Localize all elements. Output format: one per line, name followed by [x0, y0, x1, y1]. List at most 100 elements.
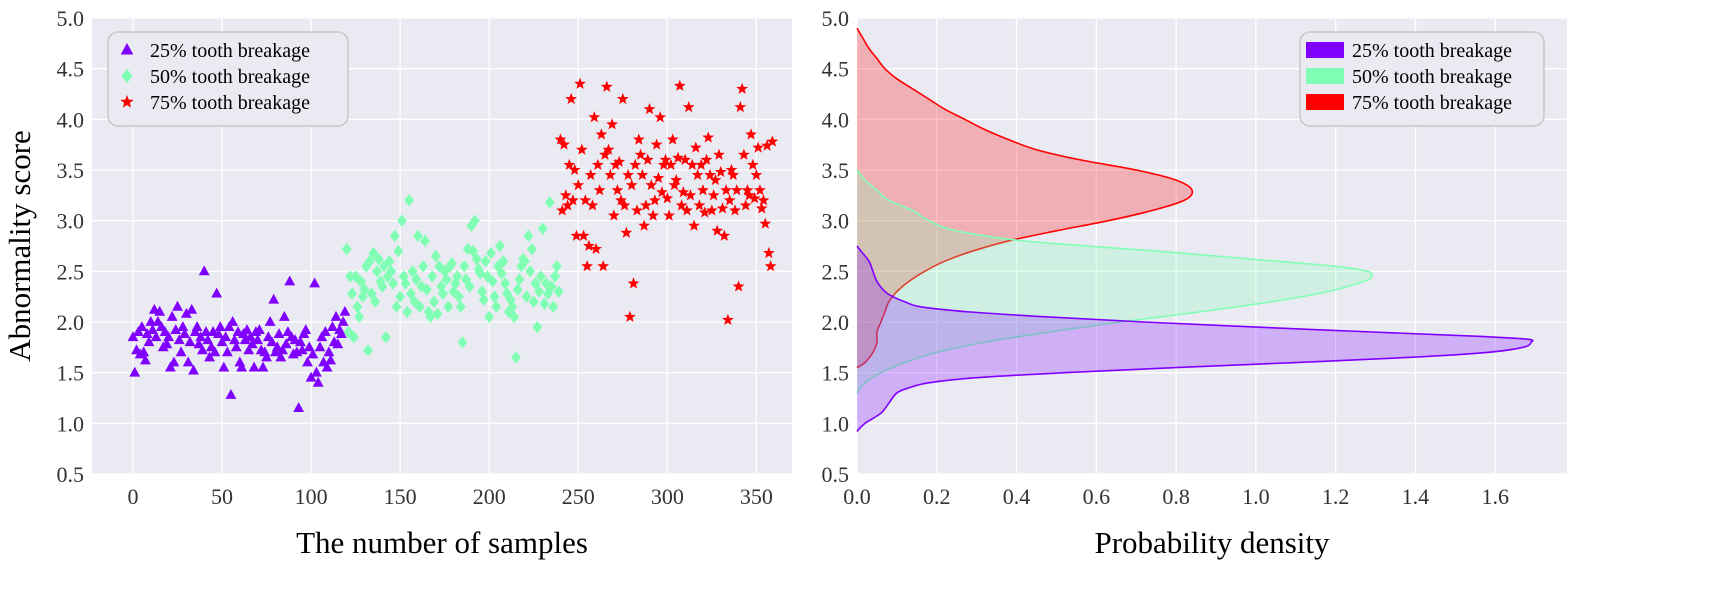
right-x-tick-label: 0.2 — [923, 484, 951, 509]
scatter-point — [611, 184, 624, 196]
scatter-point — [243, 344, 255, 355]
scatter-point — [595, 128, 608, 140]
legend-label: 25% tooth breakage — [150, 40, 310, 62]
scatter-point — [496, 267, 507, 280]
scatter-point — [140, 354, 151, 365]
scatter-point — [195, 331, 207, 342]
scatter-point — [248, 361, 260, 372]
scatter-point — [245, 331, 256, 342]
scatter-point — [300, 324, 312, 335]
scatter-point — [348, 331, 359, 344]
scatter-point — [525, 265, 536, 278]
scatter-series-3 — [554, 77, 779, 325]
scatter-point — [189, 326, 201, 337]
density-legend-box — [1299, 31, 1545, 127]
scatter-point — [202, 334, 214, 345]
scatter-point — [498, 255, 509, 268]
density-series — [856, 27, 1534, 433]
scatter-point — [563, 158, 576, 170]
scatter-point — [574, 77, 586, 89]
scatter-point — [698, 206, 711, 218]
scatter-point — [188, 364, 199, 375]
scatter-point — [443, 300, 454, 313]
scatter-point — [693, 199, 706, 211]
scatter-point — [729, 204, 741, 216]
scatter-point — [181, 307, 192, 318]
right-y-tick-label: 3.0 — [822, 209, 850, 234]
scatter-point — [607, 209, 620, 221]
scatter-point — [252, 334, 264, 345]
scatter-point — [647, 209, 659, 221]
scatter-point — [335, 328, 347, 339]
scatter-point — [714, 165, 727, 178]
scatter-point — [138, 346, 150, 357]
scatter-point — [668, 179, 681, 191]
scatter-point — [764, 260, 777, 272]
scatter-point — [380, 331, 391, 344]
scatter-point — [526, 242, 537, 256]
scatter-point — [705, 204, 718, 216]
left-x-tick-label: 100 — [295, 484, 328, 509]
scatter-point — [325, 354, 337, 365]
scatter-point — [364, 255, 375, 268]
scatter-point — [246, 338, 258, 349]
scatter-point — [583, 239, 595, 252]
scatter-point — [716, 202, 729, 214]
scatter-point — [618, 199, 631, 211]
scatter-point — [620, 226, 633, 238]
right-x-tick-label: 1.4 — [1402, 484, 1430, 509]
scatter-point — [173, 334, 185, 345]
left-y-tick-label: 1.5 — [57, 361, 85, 386]
scatter-point — [632, 133, 645, 145]
scatter-point — [266, 336, 278, 347]
scatter-point — [221, 346, 233, 357]
scatter-point — [198, 265, 210, 276]
right-x-tick-label: 0.4 — [1003, 484, 1031, 509]
scatter-point — [145, 316, 157, 326]
left-y-tick-label: 4.5 — [57, 57, 85, 82]
legend-marker-diamond — [121, 69, 133, 83]
scatter-point — [278, 310, 290, 321]
scatter-point — [494, 239, 505, 253]
scatter-point — [548, 300, 559, 313]
scatter-y-axis-label: Abnormality score — [2, 130, 37, 362]
scatter-point — [638, 219, 651, 231]
right-y-tick-label: 3.5 — [822, 158, 850, 183]
scatter-point — [761, 139, 773, 151]
scatter-point — [311, 366, 322, 377]
scatter-point — [303, 341, 315, 352]
density-curve — [856, 245, 1534, 433]
scatter-point — [711, 224, 724, 236]
scatter-point — [745, 128, 757, 140]
scatter-point — [561, 199, 574, 211]
scatter-point — [519, 255, 530, 268]
scatter-point — [713, 148, 725, 160]
scatter-point — [363, 344, 374, 357]
scatter-point — [453, 290, 464, 303]
legend-label: 50% tooth breakage — [1352, 66, 1512, 88]
scatter-point — [268, 293, 280, 304]
scatter-point — [466, 219, 477, 232]
density-chart: 0.0 0.2 0.4 0.6 0.8 1.0 1.2 1.4 1.6 0.5 1.0 1.5 2.0… — [822, 6, 1567, 560]
scatter-point — [448, 285, 459, 298]
scatter-point — [129, 366, 141, 377]
scatter-point — [657, 158, 670, 170]
scatter-x-axis-label: The number of samples — [296, 525, 588, 560]
scatter-point — [746, 158, 759, 170]
scatter-point — [377, 280, 388, 293]
scatter-point — [175, 346, 187, 357]
scatter-point — [500, 277, 511, 290]
scatter-point — [316, 331, 328, 342]
scatter-point — [309, 277, 321, 288]
scatter-point — [197, 344, 208, 355]
scatter-point — [597, 260, 610, 272]
scatter-point — [640, 199, 652, 211]
left-x-tick-label: 300 — [651, 484, 684, 509]
scatter-point — [567, 194, 579, 206]
scatter-point — [302, 356, 313, 367]
scatter-point — [407, 265, 418, 278]
scatter-point — [591, 158, 604, 170]
scatter-point — [293, 402, 305, 413]
scatter-point — [697, 184, 709, 196]
scatter-point — [412, 229, 423, 243]
